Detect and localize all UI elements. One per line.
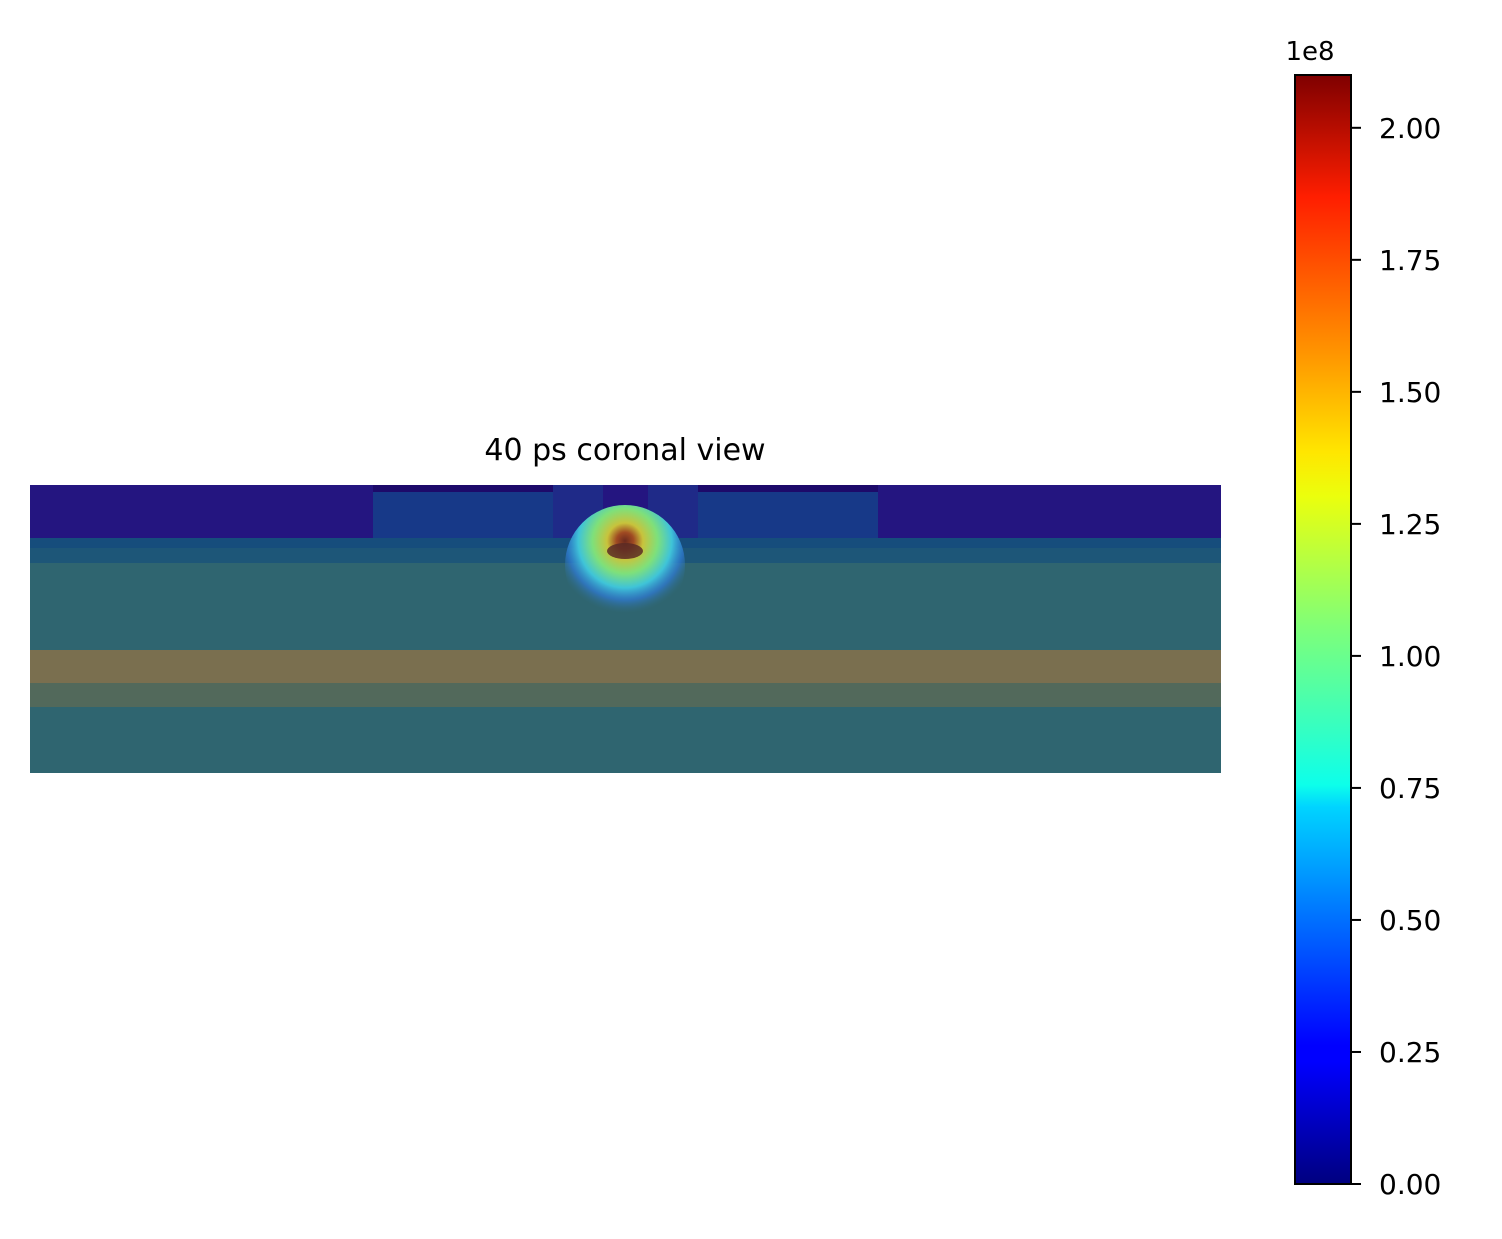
electrode-left-cap bbox=[373, 485, 553, 492]
colorbar-tick-label: 1.25 bbox=[1379, 508, 1441, 541]
layer-bottom bbox=[30, 707, 1221, 773]
chart-title: 40 ps coronal view bbox=[484, 433, 765, 468]
field-hotspot bbox=[565, 505, 685, 625]
layer-olive bbox=[30, 683, 1221, 707]
colorbar-tick-label: 0.25 bbox=[1379, 1036, 1441, 1069]
colorbar-tick-label: 1.50 bbox=[1379, 376, 1441, 409]
colorbar-tick-label: 1.75 bbox=[1379, 244, 1441, 277]
colorbar-gradient bbox=[1294, 74, 1352, 1185]
colorbar: 1e8 0.00 0.25 0.50 0.75 1.00 1.25 1.50 1.75 2.00 bbox=[1285, 37, 1441, 1201]
electrode-left bbox=[373, 492, 553, 538]
layer-tan bbox=[30, 650, 1221, 683]
colorbar-ticks: 0.00 0.25 0.50 0.75 1.00 1.25 1.50 1.75 2.00 bbox=[1351, 112, 1441, 1201]
colorbar-tick-label: 0.50 bbox=[1379, 904, 1441, 937]
colorbar-offset-label: 1e8 bbox=[1285, 37, 1334, 67]
electrode-right-cap bbox=[698, 485, 878, 492]
heatmap-image bbox=[30, 485, 1221, 773]
colorbar-tick-label: 0.00 bbox=[1379, 1168, 1441, 1201]
electrode-right bbox=[698, 492, 878, 538]
field-peak bbox=[607, 543, 643, 559]
colorbar-tick-label: 0.75 bbox=[1379, 772, 1441, 805]
colorbar-tick-label: 1.00 bbox=[1379, 640, 1441, 673]
colorbar-tick-label: 2.00 bbox=[1379, 112, 1441, 145]
